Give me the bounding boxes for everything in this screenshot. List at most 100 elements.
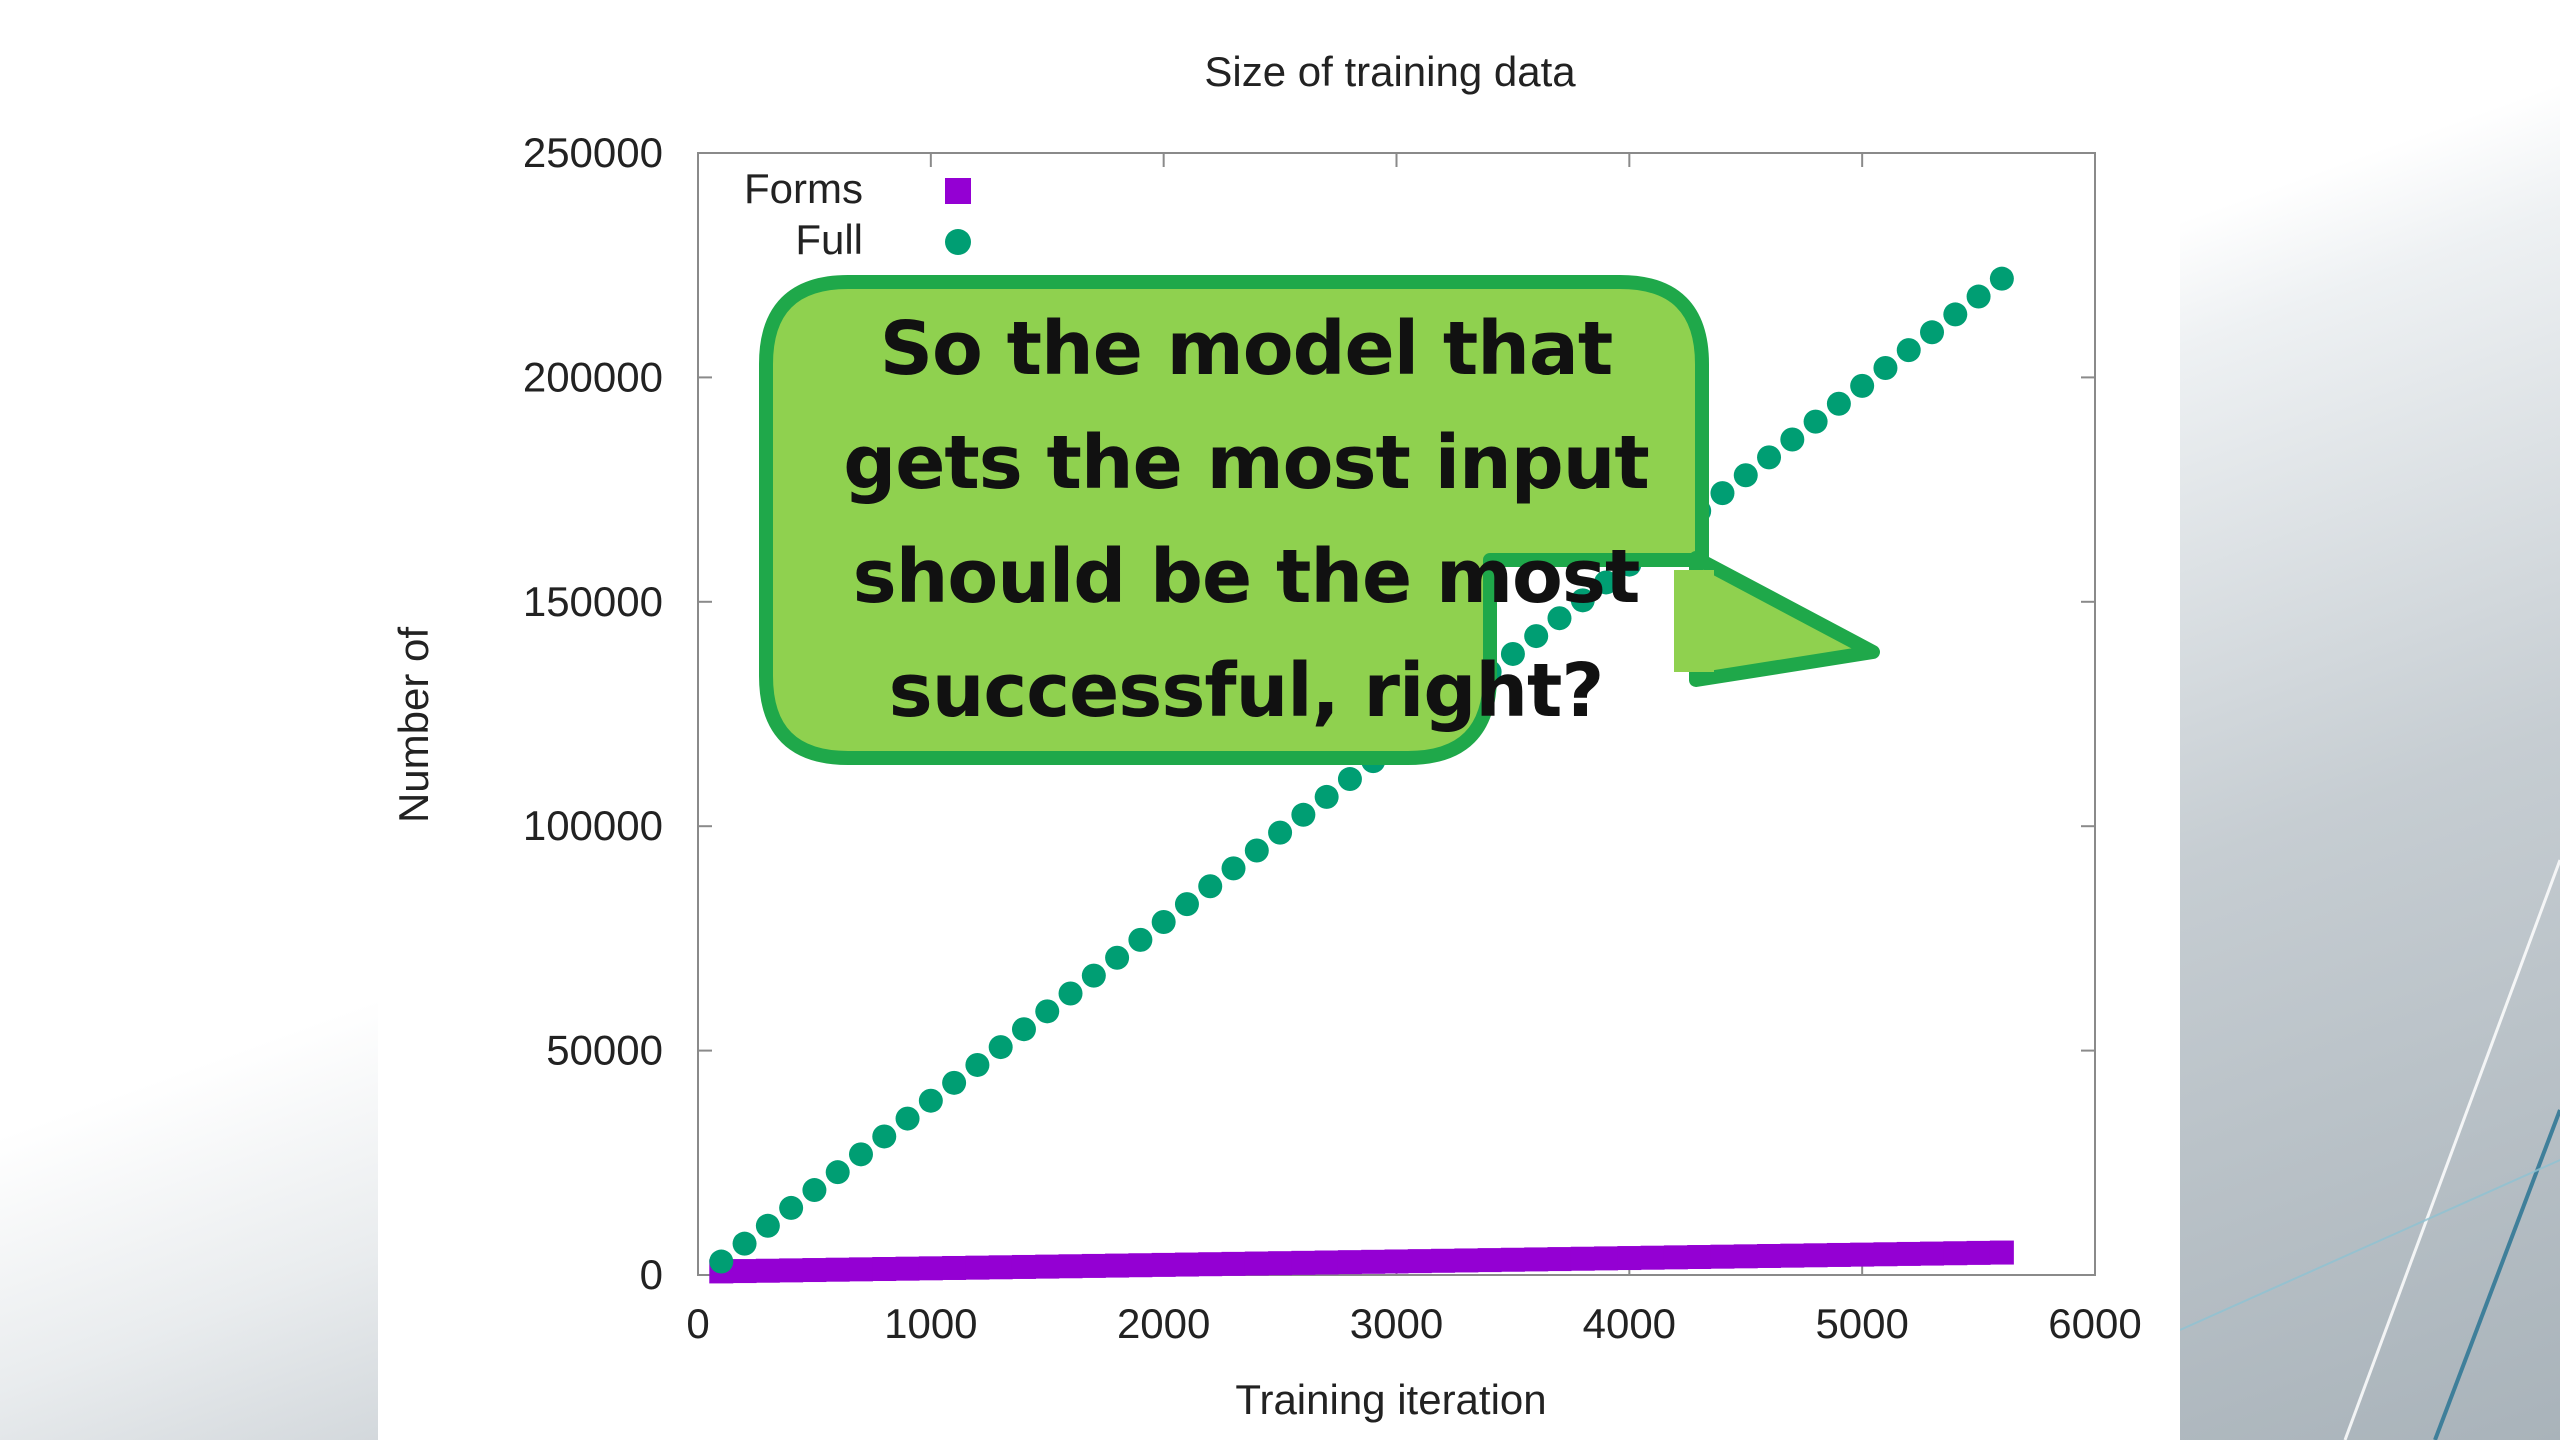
- data-point-forms: [779, 1258, 804, 1283]
- data-point-full: [1337, 767, 1362, 792]
- data-point-full: [1314, 784, 1339, 809]
- data-point-forms: [1663, 1245, 1688, 1270]
- data-point-forms: [1384, 1249, 1409, 1274]
- data-point-forms: [848, 1257, 873, 1282]
- data-point-forms: [942, 1255, 967, 1280]
- data-point-forms: [988, 1255, 1013, 1280]
- slide: Size of training data 0 1000 2000 3000 4000 5…: [378, 0, 2180, 1440]
- speech-bubble-tail: [1689, 551, 1880, 687]
- data-point-full: [1570, 588, 1595, 613]
- speech-bubble-seam-cover: [1674, 570, 1714, 672]
- legend: Forms Full: [744, 165, 971, 263]
- y-axis-title: Number of: [390, 627, 437, 823]
- data-point-forms: [1733, 1244, 1758, 1269]
- data-point-forms: [1174, 1252, 1199, 1277]
- data-point-full: [1128, 927, 1153, 952]
- y-tick-label: 250000: [523, 129, 663, 176]
- data-point-full: [1291, 802, 1316, 827]
- data-point-forms: [825, 1257, 850, 1282]
- data-point-forms: [1873, 1242, 1898, 1267]
- data-point-forms: [1920, 1241, 1945, 1266]
- data-point-forms: [1198, 1252, 1223, 1277]
- data-point-forms: [1547, 1247, 1572, 1272]
- data-point-forms: [1803, 1243, 1828, 1268]
- legend-marker-forms: [945, 178, 971, 204]
- data-point-full: [1035, 999, 1060, 1024]
- data-point-forms: [1314, 1250, 1339, 1275]
- data-point-full: [1780, 427, 1805, 452]
- data-point-forms: [1687, 1245, 1712, 1270]
- data-point-full: [895, 1106, 920, 1131]
- data-point-full: [1594, 570, 1619, 595]
- x-tick-label: 1000: [884, 1300, 977, 1347]
- data-point-forms: [755, 1258, 780, 1283]
- chart: Size of training data 0 1000 2000 3000 4000 5…: [390, 48, 2142, 1423]
- y-tick-label: 150000: [523, 578, 663, 625]
- x-tick-label: 3000: [1350, 1300, 1443, 1347]
- data-point-forms: [1594, 1246, 1619, 1271]
- data-point-forms: [1407, 1249, 1432, 1274]
- background-decoration: [2180, 859, 2560, 1440]
- data-point-full: [1244, 838, 1269, 863]
- x-tick-label: 6000: [2048, 1300, 2141, 1347]
- data-point-full: [1524, 624, 1549, 649]
- data-point-forms: [1850, 1242, 1875, 1267]
- data-point-full: [802, 1178, 827, 1203]
- data-point-forms: [1617, 1246, 1642, 1271]
- x-tick-label: 2000: [1117, 1300, 1210, 1347]
- speech-bubble: [759, 275, 1880, 765]
- data-point-forms: [1896, 1241, 1921, 1266]
- data-point-full: [942, 1070, 967, 1095]
- data-point-full: [1105, 945, 1130, 970]
- x-tick-label: 0: [686, 1300, 709, 1347]
- legend-label-forms: Forms: [744, 165, 863, 212]
- data-point-forms: [1570, 1246, 1595, 1271]
- data-point-full: [1268, 820, 1293, 845]
- data-point-full: [1873, 356, 1898, 381]
- data-point-forms: [895, 1256, 920, 1281]
- background-right-panel: [2180, 0, 2560, 1440]
- data-point-full: [779, 1195, 804, 1220]
- chart-title: Size of training data: [1204, 48, 1576, 95]
- data-point-full: [1174, 892, 1199, 917]
- data-point-forms: [1151, 1252, 1176, 1277]
- data-point-full: [965, 1052, 990, 1077]
- data-point-forms: [1221, 1251, 1246, 1276]
- data-point-forms: [1524, 1247, 1549, 1272]
- y-tick-label: 0: [640, 1251, 663, 1298]
- legend-marker-full: [945, 229, 971, 255]
- data-point-full: [1198, 874, 1223, 899]
- data-point-full: [1710, 481, 1735, 506]
- data-point-full: [1081, 963, 1106, 988]
- data-point-full: [732, 1231, 757, 1256]
- data-point-full: [1733, 463, 1758, 488]
- data-point-forms: [732, 1259, 757, 1284]
- speech-bubble-text: So the model that gets the most input sh…: [843, 306, 1650, 734]
- data-point-full: [1058, 981, 1083, 1006]
- data-point-forms: [1011, 1254, 1036, 1279]
- data-point-full: [755, 1213, 780, 1238]
- data-point-forms: [1757, 1243, 1782, 1268]
- data-point-full: [709, 1249, 734, 1274]
- x-tick-label: 5000: [1815, 1300, 1908, 1347]
- data-point-full: [1500, 641, 1525, 666]
- y-tick-label: 200000: [523, 353, 663, 400]
- data-point-full: [848, 1142, 873, 1167]
- data-point-full: [1757, 445, 1782, 470]
- data-point-forms: [1943, 1241, 1968, 1266]
- data-point-forms: [1780, 1243, 1805, 1268]
- data-point-full: [1826, 391, 1851, 416]
- data-point-forms: [918, 1256, 943, 1281]
- data-point-forms: [1105, 1253, 1130, 1278]
- legend-label-full: Full: [795, 216, 863, 263]
- data-point-forms: [1826, 1242, 1851, 1267]
- x-axis-title: Training iteration: [1235, 1376, 1546, 1423]
- y-axis-tick-labels: 0 50000 100000 150000 200000 250000: [523, 129, 663, 1298]
- data-point-full: [1966, 284, 1991, 309]
- plot-frame: [697, 152, 2096, 1276]
- data-point-forms: [1081, 1253, 1106, 1278]
- data-point-forms: [1454, 1248, 1479, 1273]
- data-point-full: [988, 1035, 1013, 1060]
- data-point-forms: [1431, 1248, 1456, 1273]
- data-point-full: [1920, 320, 1945, 345]
